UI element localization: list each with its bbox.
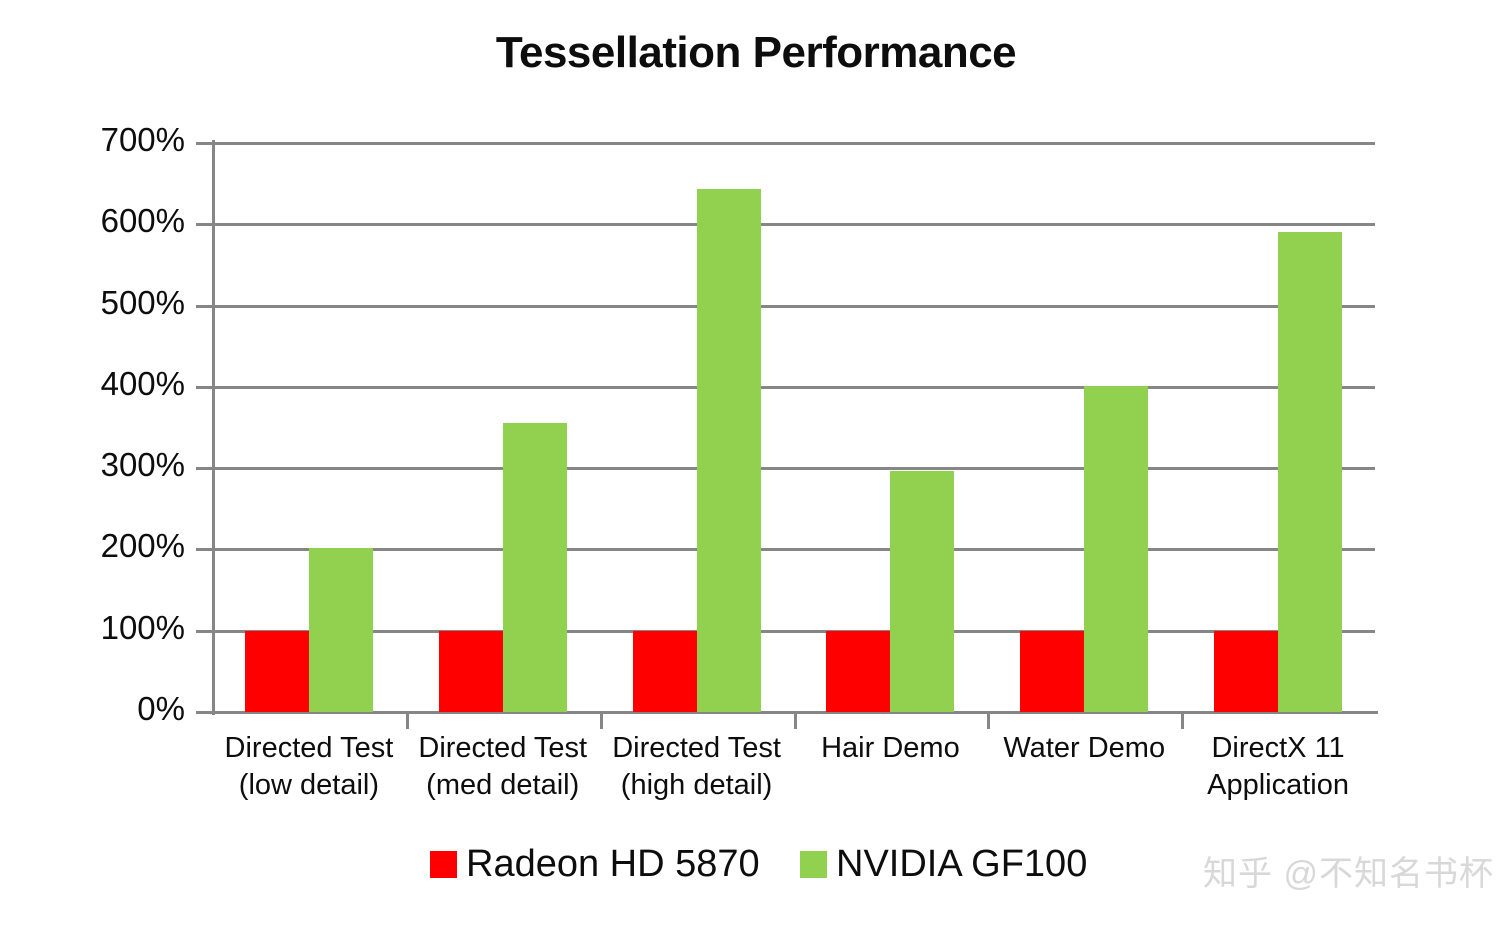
- y-axis-tick-label: 200%: [100, 527, 185, 565]
- bar-1-2: [696, 189, 761, 712]
- y-tick-mark: [196, 385, 213, 389]
- legend-item-1[interactable]: NVIDIA GF100: [800, 843, 1087, 886]
- y-tick-mark: [196, 223, 213, 227]
- bar-0-1: [438, 630, 503, 712]
- bar-0-3: [826, 630, 891, 712]
- y-tick-mark: [196, 548, 213, 552]
- category-label-line: Water Demo: [1003, 732, 1166, 764]
- legend-swatch-icon: [430, 851, 457, 878]
- category-label-line: Directed Test: [418, 732, 588, 764]
- legend-swatch-icon: [800, 851, 827, 878]
- y-axis-tick-label: 600%: [100, 202, 185, 240]
- gridline: [212, 629, 1375, 633]
- x-tick-mark: [1181, 713, 1185, 729]
- category-label: Directed Test (med detail): [394, 730, 612, 804]
- y-tick-mark: [196, 142, 213, 145]
- category-label-line: (high detail): [620, 769, 773, 801]
- chart-title: Tessellation Performance: [495, 28, 1017, 77]
- category-label: Hair Demo: [782, 730, 1000, 767]
- category-label: DirectX 11 Application: [1169, 730, 1387, 804]
- y-axis-line: [212, 140, 215, 715]
- bar-1-0: [308, 547, 373, 712]
- x-tick-mark: [599, 713, 603, 729]
- bar-0-2: [632, 630, 697, 712]
- gridline: [212, 467, 1375, 471]
- y-tick-mark: [196, 304, 213, 308]
- bars-layer: [212, 0, 1378, 938]
- gridline: [212, 385, 1375, 389]
- gridline: [212, 223, 1375, 227]
- y-axis-tick-label: 300%: [100, 446, 185, 484]
- bar-0-0: [244, 630, 309, 712]
- x-axis-line: [212, 711, 1378, 714]
- category-label-line: DirectX 11: [1211, 732, 1345, 764]
- bar-1-5: [1278, 232, 1343, 712]
- y-tick-mark: [196, 711, 213, 714]
- y-axis-tick-label: 500%: [100, 283, 185, 321]
- y-axis-labels: 0% 100% 200% 300% 400% 500% 600% 700%: [75, 0, 185, 938]
- legend-item-0[interactable]: Radeon HD 5870: [430, 843, 760, 886]
- bar-1-1: [502, 422, 567, 712]
- x-tick-mark: [987, 713, 991, 729]
- y-tick-mark: [196, 629, 213, 633]
- category-label: Directed Test (high detail): [588, 730, 806, 804]
- x-tick-mark: [793, 713, 797, 729]
- y-axis-tick-label: 400%: [100, 364, 185, 402]
- legend-label: NVIDIA GF100: [836, 843, 1088, 885]
- bar-0-5: [1214, 630, 1279, 712]
- gridline: [212, 548, 1375, 552]
- category-label: Directed Test (low detail): [200, 730, 418, 804]
- bar-1-4: [1084, 386, 1149, 712]
- watermark: 知乎 @不知名书杯: [1203, 855, 1494, 893]
- chart-legend: Radeon HD 5870 NVIDIA GF100: [0, 843, 1512, 903]
- category-label-line: Directed Test: [224, 732, 394, 764]
- y-tick-mark: [196, 467, 213, 471]
- category-label-line: Application: [1207, 769, 1349, 801]
- category-label-line: (med detail): [426, 769, 580, 801]
- bar-1-3: [890, 471, 955, 712]
- category-label-line: Hair Demo: [821, 732, 960, 764]
- y-axis-tick-label: 100%: [100, 608, 185, 646]
- bar-0-4: [1020, 630, 1085, 712]
- gridline: [212, 142, 1375, 145]
- y-axis-tick-label: 0%: [137, 690, 185, 727]
- legend-label: Radeon HD 5870: [466, 843, 760, 885]
- category-label-line: (low detail): [238, 769, 380, 801]
- category-label-line: Directed Test: [612, 732, 781, 764]
- x-tick-mark: [405, 713, 409, 729]
- gridline: [212, 304, 1375, 308]
- y-axis-tick-label: 700%: [100, 121, 185, 158]
- category-label: Water Demo: [975, 730, 1193, 767]
- x-axis-category-labels: Directed Test (low detail) Directed Test (m…: [212, 730, 1378, 820]
